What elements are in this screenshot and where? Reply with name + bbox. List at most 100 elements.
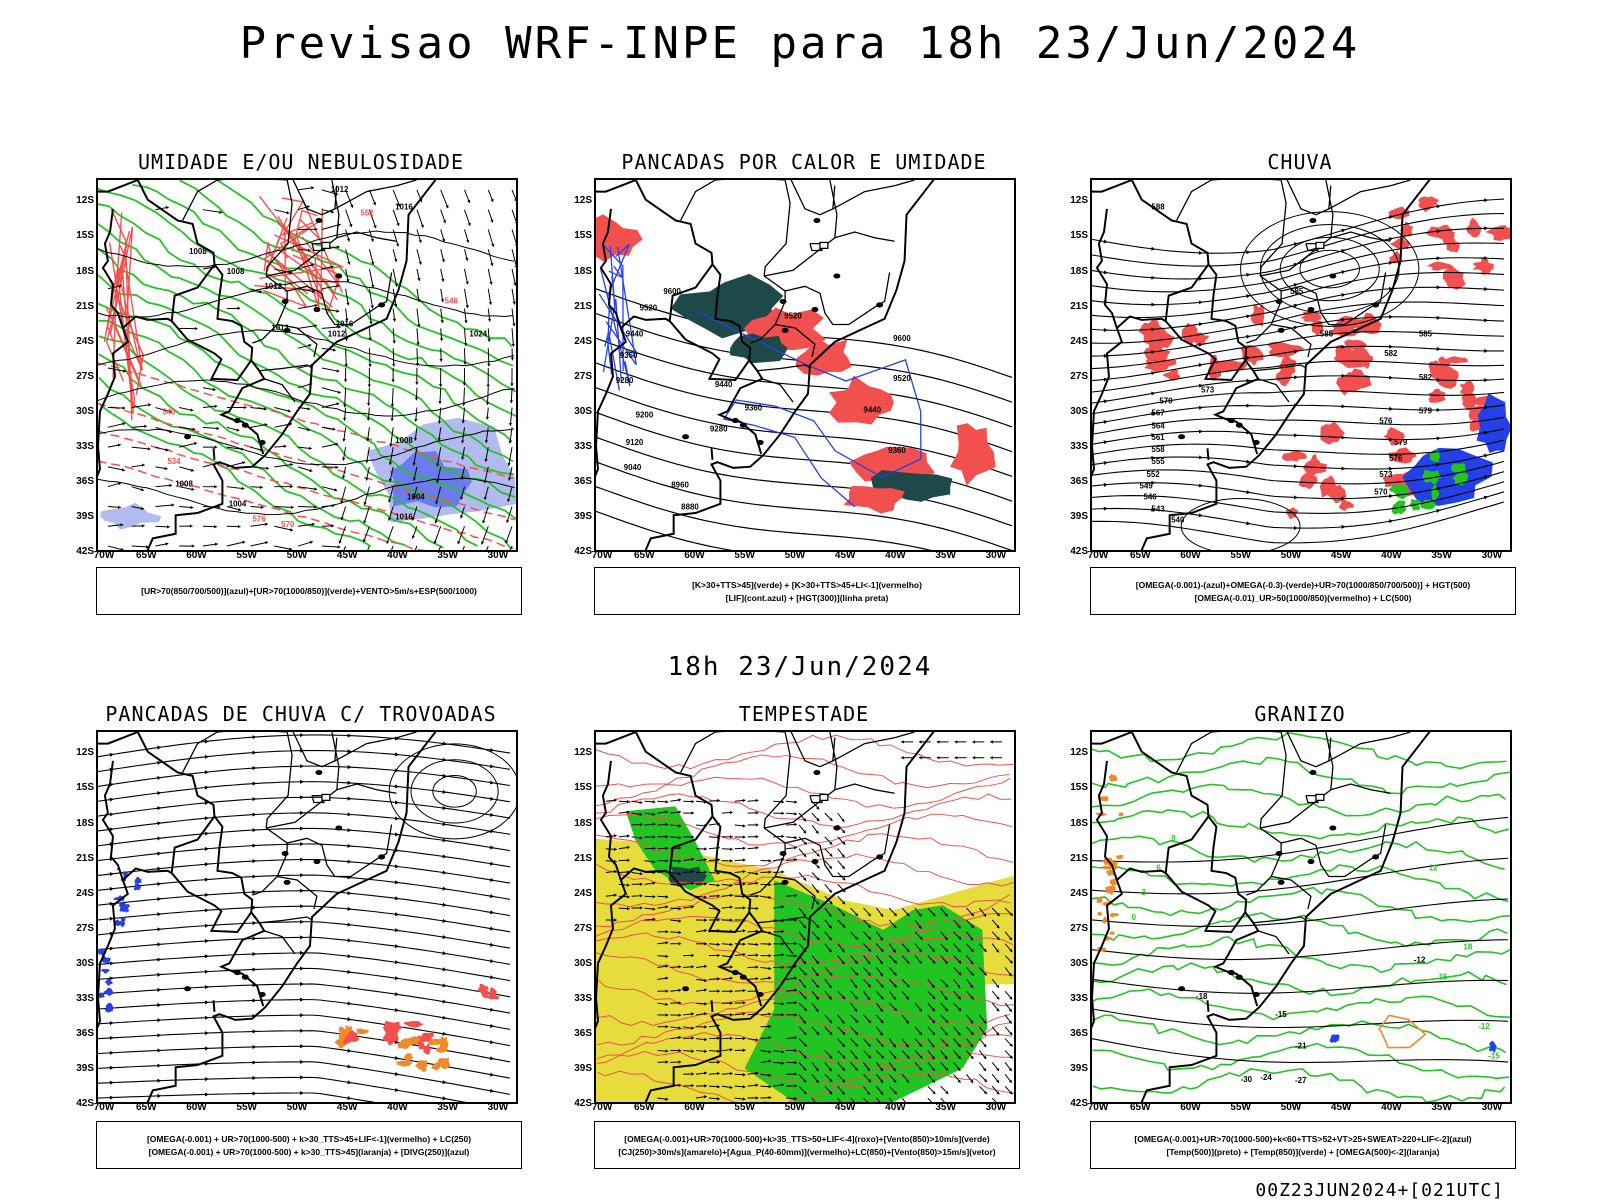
wind-vector (955, 756, 967, 759)
contour-label: 1016 (395, 203, 413, 212)
humidity-lower-contour (215, 180, 512, 347)
streamline-arrowhead (205, 1046, 209, 1050)
streamline-arrowhead (252, 1030, 256, 1034)
country-border (172, 816, 252, 932)
streamline-arrowhead (1199, 455, 1203, 459)
lake-blob (282, 851, 289, 856)
wind-vector (722, 847, 733, 850)
wind-arrow (155, 427, 172, 433)
wind-vector (901, 756, 913, 759)
state-border (835, 784, 895, 793)
wind-arrow (203, 210, 222, 214)
longitude-tick-label: 40W (885, 1102, 906, 1113)
lake-blob (780, 851, 787, 856)
state-border (764, 180, 837, 276)
latitude-tick-label: 15S (574, 230, 592, 241)
streamline-arrowhead (1199, 429, 1203, 433)
streamline-arrowhead (205, 985, 209, 989)
longitude-tick-label: 55W (236, 1102, 257, 1113)
streamline-arrowhead (300, 920, 304, 924)
wind-arrow (505, 526, 512, 543)
streamline-arrowhead (1342, 467, 1346, 471)
lake-blob (876, 854, 883, 859)
latitude-tick-label: 18S (574, 266, 592, 277)
contour-label: 558 (1151, 445, 1165, 454)
streamline-arrowhead (490, 1089, 494, 1093)
wind-vector (990, 756, 1002, 759)
streamline-arrowhead (1104, 507, 1108, 511)
streamline-arrowhead (205, 893, 209, 897)
convection-instability-region (829, 375, 894, 424)
streamline-arrowhead (157, 943, 161, 947)
latitude-tick-label: 27S (1070, 923, 1088, 934)
streamline-arrowhead (252, 859, 256, 863)
lake-blob (740, 975, 747, 980)
latitude-tick-label: 27S (76, 371, 94, 382)
wind-arrow (463, 348, 466, 364)
streamline-arrowhead (347, 891, 351, 895)
lake-blob (1307, 859, 1314, 864)
streamline-arrowhead (157, 1033, 161, 1037)
longitude-tick-label: 35W (437, 550, 458, 561)
country-border (1092, 209, 1122, 539)
wind-arrow (367, 388, 370, 406)
latitude-tick-label: 12S (574, 195, 592, 206)
panel-legend: [K>30+TTS>45](verde) + [K>30+TTS>45+LI<-… (594, 567, 1020, 615)
contour-label: 540 (1171, 515, 1185, 524)
country-border (213, 448, 214, 459)
contour-label: 9120 (626, 438, 644, 447)
streamline-arrowhead (300, 998, 304, 1002)
wind-arrow (227, 307, 240, 310)
wind-arrow (441, 249, 445, 262)
wind-vector (735, 824, 746, 827)
wind-arrow (417, 249, 422, 264)
latitude-tick-label: 15S (1070, 230, 1088, 241)
lake-blob (242, 423, 249, 428)
streamline-arrowhead (205, 939, 209, 943)
streamline-arrowhead (1484, 198, 1488, 202)
streamline-arrowhead (1437, 256, 1441, 260)
map-canvas (98, 732, 516, 1102)
contour-label: 570 (1374, 488, 1388, 497)
panel-legend: [UR>70(850/700/500)](azul)+[UR>70(1000/8… (96, 567, 522, 615)
contour-label: -12 (1414, 956, 1426, 965)
latitude-tick-label: 15S (76, 782, 94, 793)
wind-arrow (417, 309, 421, 327)
latitude-tick-label: 30S (76, 406, 94, 417)
wind-arrow (393, 210, 399, 226)
wind-arrow (391, 388, 394, 407)
omega-500-region (1109, 931, 1115, 934)
lake-blob (315, 218, 322, 223)
wind-vector (966, 1074, 973, 1083)
lake-blob (284, 328, 291, 333)
legend-line: [LIF](cont.azul) + [HGT(300)](linha pret… (726, 593, 889, 603)
lake-blob (1309, 218, 1316, 223)
map-canvas: 5885855855825795765735705675645615585555… (1092, 180, 1510, 550)
wind-vector (748, 811, 759, 814)
wind-arrow (438, 388, 441, 404)
latitude-tick-label: 21S (574, 301, 592, 312)
wind-vector (683, 811, 694, 814)
contour-label: 8960 (671, 481, 689, 490)
streamline-arrowhead (205, 924, 209, 928)
noop (240, 209, 246, 215)
latitude-tick-label: 36S (1070, 476, 1088, 487)
lake-blob (1228, 418, 1235, 423)
wind-arrow (298, 467, 312, 472)
wind-vector (1005, 1015, 1012, 1024)
streamline-arrowhead (252, 797, 256, 801)
legend-line: [OMEGA(-0.001) + UR>70(1000-500) + k>30_… (147, 1134, 471, 1144)
wind-vector (812, 872, 820, 880)
latitude-tick-label: 24S (76, 336, 94, 347)
contour-label: 1008 (227, 267, 245, 276)
streamline-arrowhead (252, 1076, 256, 1080)
wind-vector (735, 847, 746, 850)
wind-arrow (179, 544, 194, 547)
map-canvas: 9600952094409360928092009120904089608880… (596, 180, 1014, 550)
wind-arrow (415, 388, 418, 401)
streamline-arrowhead (347, 923, 351, 927)
wind-arrow (416, 328, 419, 345)
streamline-arrowhead (1389, 407, 1393, 411)
longitude-tick-label: 40W (885, 550, 906, 561)
wind-arrow (227, 487, 245, 490)
